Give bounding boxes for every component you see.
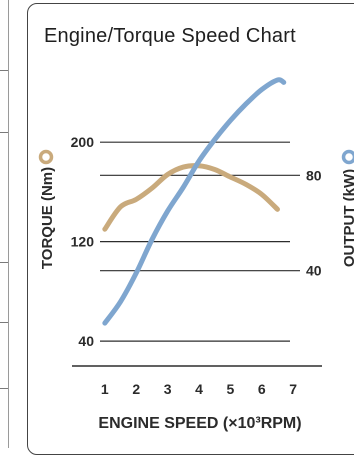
x-tick-label: 6 xyxy=(258,381,266,397)
y-left-axis-label: TORQUE (Nm) xyxy=(39,167,56,269)
grid-layer xyxy=(72,142,322,366)
y-left-tick-label: 200 xyxy=(71,134,95,150)
x-tick-label: 3 xyxy=(164,381,172,397)
output-legend-ring xyxy=(344,152,354,163)
y-right-tick-label: 80 xyxy=(306,167,322,183)
curves-layer xyxy=(105,80,284,323)
x-axis-label: ENGINE SPEED (×10³RPM) xyxy=(98,415,301,432)
y-right-tick-label: 40 xyxy=(306,263,322,279)
x-tick-label: 5 xyxy=(226,381,234,397)
labels-layer: 200 120 40 80 40 1 2 3 4 5 6 7 ENGINE SPEED (×10³RPM… xyxy=(39,134,354,432)
y-right-axis-label: OUTPUT (kW) xyxy=(341,169,354,267)
x-tick-label: 7 xyxy=(289,381,297,397)
x-tick-label: 4 xyxy=(195,381,203,397)
x-tick-label: 2 xyxy=(132,381,140,397)
y-left-tick-label: 40 xyxy=(78,333,94,349)
y-left-tick-label: 120 xyxy=(71,234,95,250)
torque-legend-ring xyxy=(41,152,52,163)
x-tick-label: 1 xyxy=(101,381,109,397)
